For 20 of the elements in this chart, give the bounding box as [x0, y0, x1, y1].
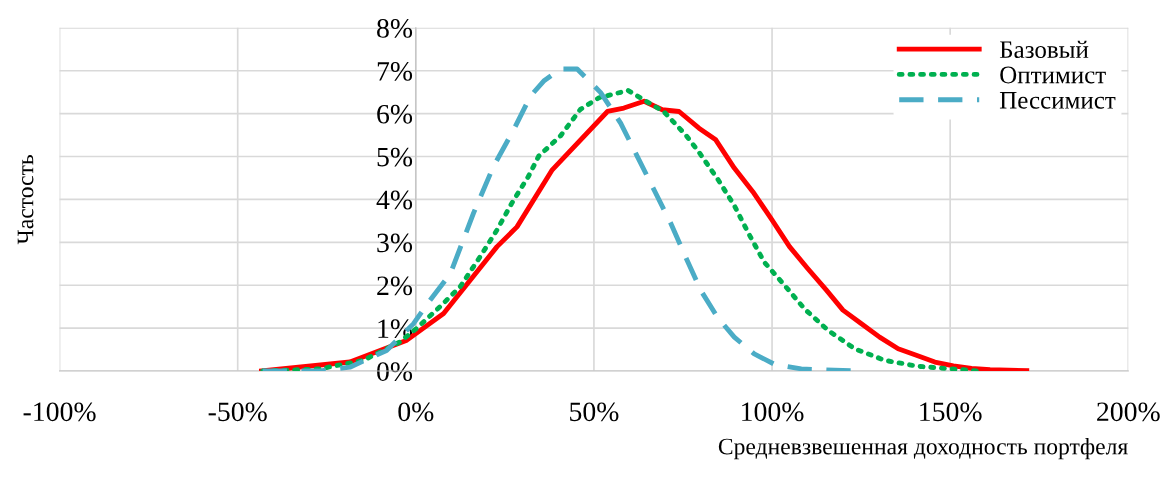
y-tick-label: 2% [377, 276, 413, 296]
y-tick-label: 5% [377, 147, 413, 167]
x-tick-label: 100% [742, 402, 804, 422]
x-tick-label: -100% [23, 402, 96, 422]
legend-label: Оптимист [1000, 66, 1106, 84]
x-tick-label: 200% [1097, 402, 1160, 422]
y-tick-label: 7% [377, 61, 413, 81]
y-tick-label: 0% [377, 362, 413, 382]
x-tick-label: 0% [398, 402, 434, 422]
x-tick-label: 150% [920, 402, 982, 422]
y-tick-label: 3% [377, 233, 413, 253]
y-tick-label: 8% [377, 19, 413, 38]
y-tick-label: 4% [376, 190, 413, 210]
x-axis-title: Средневзвешенная доходность портфеля [718, 437, 1128, 460]
legend-label: Пессимист [999, 92, 1116, 109]
x-tick-label: 50% [570, 402, 619, 422]
y-axis-title: Частость [17, 155, 34, 245]
legend-label: Базовый [999, 40, 1089, 59]
y-tick-label: 6% [377, 104, 413, 124]
x-tick-label: -50% [208, 402, 267, 422]
